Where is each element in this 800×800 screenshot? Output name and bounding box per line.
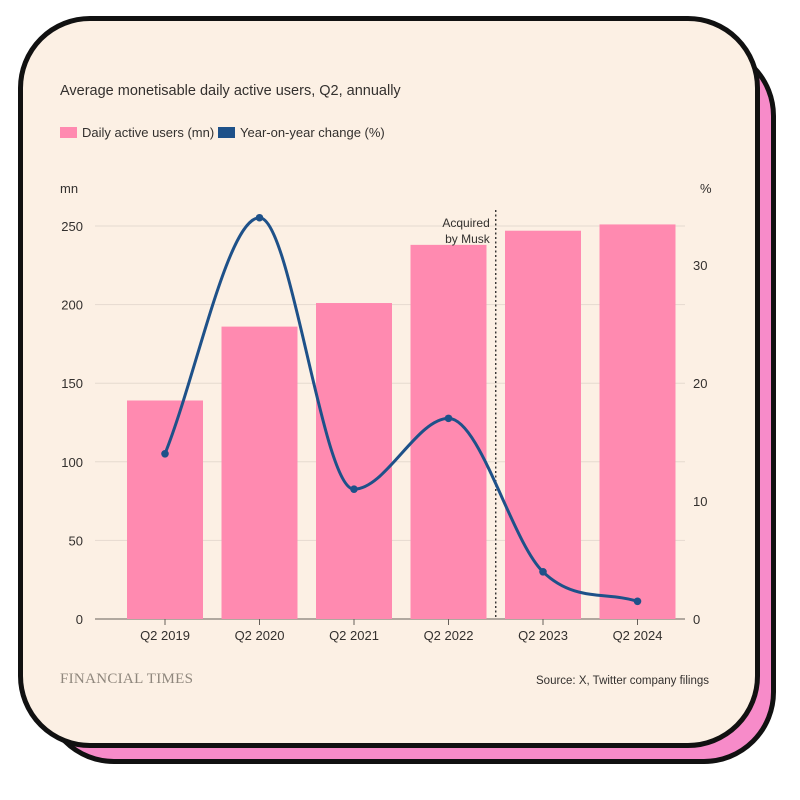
bar-dau <box>316 303 392 619</box>
bar-dau <box>599 224 676 620</box>
left-tick-label: 100 <box>61 455 83 470</box>
yoy-point <box>161 449 169 458</box>
bar-dau <box>221 326 298 619</box>
x-tick-label: Q2 2020 <box>235 628 285 643</box>
x-tick-label: Q2 2022 <box>424 628 474 643</box>
legend-label-yoy: Year-on-year change (%) <box>240 125 385 140</box>
bar-dau <box>505 230 581 619</box>
right-axis-unit: % <box>700 181 712 196</box>
x-tick-label: Q2 2019 <box>140 628 190 643</box>
bar-dau <box>127 400 203 619</box>
left-tick-label: 150 <box>61 376 83 391</box>
left-tick-label: 50 <box>69 533 83 548</box>
right-tick-label: 0 <box>693 612 700 627</box>
legend-swatch-yoy <box>218 127 235 138</box>
annotation-label: Acquired <box>442 216 489 230</box>
yoy-point <box>444 414 453 423</box>
legend: Daily active users (mn) Year-on-year cha… <box>60 125 385 140</box>
right-tick-label: 20 <box>693 376 707 391</box>
x-tick-label: Q2 2024 <box>613 628 663 643</box>
left-tick-label: 0 <box>76 612 83 627</box>
left-tick-label: 200 <box>61 298 83 313</box>
source-note: Source: X, Twitter company filings <box>536 675 709 687</box>
right-tick-label: 30 <box>693 258 707 273</box>
annotation-label: by Musk <box>445 232 491 246</box>
yoy-point <box>350 485 358 493</box>
left-axis-unit: mn <box>60 181 78 196</box>
yoy-point <box>539 567 547 576</box>
yoy-point <box>255 213 264 222</box>
yoy-point <box>633 597 642 606</box>
x-tick-label: Q2 2023 <box>518 628 568 643</box>
right-tick-label: 10 <box>693 494 707 509</box>
ft-logo: FINANCIAL TIMES <box>60 671 193 687</box>
legend-swatch-dau <box>60 127 77 138</box>
left-tick-label: 250 <box>61 219 83 234</box>
chart-title: Average monetisable daily active users, … <box>60 83 401 99</box>
x-tick-label: Q2 2021 <box>329 628 379 643</box>
legend-label-dau: Daily active users (mn) <box>82 125 214 140</box>
